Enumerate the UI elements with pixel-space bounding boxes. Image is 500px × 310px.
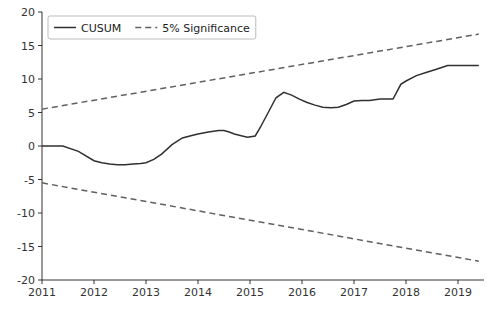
x-tick	[146, 280, 147, 284]
x-tick-label: 2017	[340, 286, 368, 299]
x-tick-label: 2013	[132, 286, 160, 299]
legend-item: 5% Significance	[135, 22, 250, 35]
y-tick	[38, 45, 42, 46]
x-tick-label: 2018	[392, 286, 420, 299]
x-tick-label: 2016	[288, 286, 316, 299]
x-tick	[458, 280, 459, 284]
legend-swatch	[135, 27, 157, 29]
x-tick-label: 2012	[80, 286, 108, 299]
series-line	[42, 34, 479, 109]
axes: 201120122013201420152016201720182019-20-…	[17, 6, 484, 299]
x-axis-line	[42, 280, 484, 281]
x-tick	[406, 280, 407, 284]
y-tick	[38, 79, 42, 80]
y-tick-label: 10	[21, 73, 35, 86]
y-tick-label: 20	[21, 6, 35, 19]
y-tick-label: -20	[17, 274, 35, 287]
y-tick	[38, 213, 42, 214]
y-tick-label: 5	[28, 107, 35, 120]
y-tick-label: 0	[28, 140, 35, 153]
x-tick	[94, 280, 95, 284]
legend-box	[48, 16, 256, 39]
x-tick	[354, 280, 355, 284]
x-tick-label: 2011	[28, 286, 56, 299]
y-tick	[38, 246, 42, 247]
y-tick-label: -5	[24, 174, 35, 187]
legend-label: 5% Significance	[162, 22, 250, 35]
series-line	[42, 183, 479, 261]
legend: CUSUM 5% Significance	[48, 16, 256, 39]
y-tick-label: -10	[17, 207, 35, 220]
x-tick	[42, 280, 43, 284]
y-tick	[38, 146, 42, 147]
x-tick-label: 2014	[184, 286, 212, 299]
y-tick-label: 15	[21, 40, 35, 53]
x-tick-label: 2019	[444, 286, 472, 299]
chart: 201120122013201420152016201720182019-20-…	[0, 0, 500, 310]
series-line	[42, 66, 479, 165]
x-tick	[302, 280, 303, 284]
y-tick	[38, 12, 42, 13]
y-tick	[38, 112, 42, 113]
legend-swatch	[54, 27, 76, 29]
x-tick	[250, 280, 251, 284]
series	[42, 34, 479, 261]
x-tick	[198, 280, 199, 284]
legend-item: CUSUM	[54, 22, 121, 35]
y-tick	[38, 280, 42, 281]
y-tick-label: -15	[17, 241, 35, 254]
y-tick	[38, 179, 42, 180]
x-tick-label: 2015	[236, 286, 264, 299]
legend-label: CUSUM	[81, 22, 121, 35]
